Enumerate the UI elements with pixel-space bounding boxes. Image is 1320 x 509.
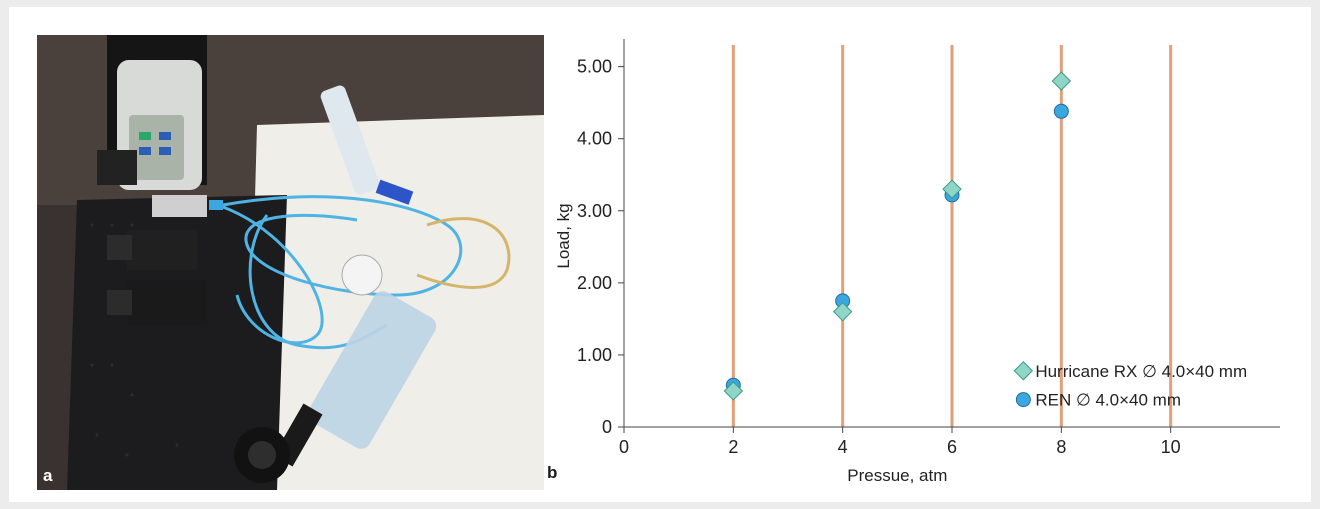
test-apparatus-photo: a [37,35,544,490]
data-point-hurricane [723,381,744,401]
data-point-hurricane [832,301,853,322]
y-tick-label: 4.00 [577,129,612,149]
y-tick-label: 2.00 [577,273,612,293]
x-tick-label: 0 [619,437,629,457]
apparatus-illustration [37,35,544,490]
legend-marker-ren [1015,392,1031,408]
y-tick-label: 0 [602,417,612,437]
data-point-hurricane [942,179,962,199]
legend-label-ren: REN ∅ 4.0×40 mm [1035,391,1181,410]
panel-a-label: a [43,466,53,485]
figure: a b 0 2 4 6 8 10 0 1.00 2.00 3.00 4.00 5.00 Pressue,… [9,7,1311,502]
y-axis-label: Load, kg [557,203,573,268]
panel-b-label: b [547,463,558,482]
x-tick-label: 6 [947,437,957,457]
data-point-hurricane [1051,71,1072,91]
x-tick-label: 2 [728,437,738,457]
x-axis-label: Pressue, atm [847,466,947,485]
data-point-ren [1053,103,1069,119]
x-tick-label: 10 [1161,437,1181,457]
y-tick-label: 5.00 [577,57,612,77]
load-vs-pressure-chart: 0 2 4 6 8 10 0 1.00 2.00 3.00 4.00 5.00 Pressue, atm… [557,39,1280,485]
x-tick-label: 8 [1056,437,1066,457]
y-tick-label: 1.00 [577,345,612,365]
x-tick-label: 4 [838,437,848,457]
legend-label-hurricane: Hurricane RX ∅ 4.0×40 mm [1035,362,1247,381]
y-tick-label: 3.00 [577,201,612,221]
legend-marker-hurricane [1013,361,1034,381]
